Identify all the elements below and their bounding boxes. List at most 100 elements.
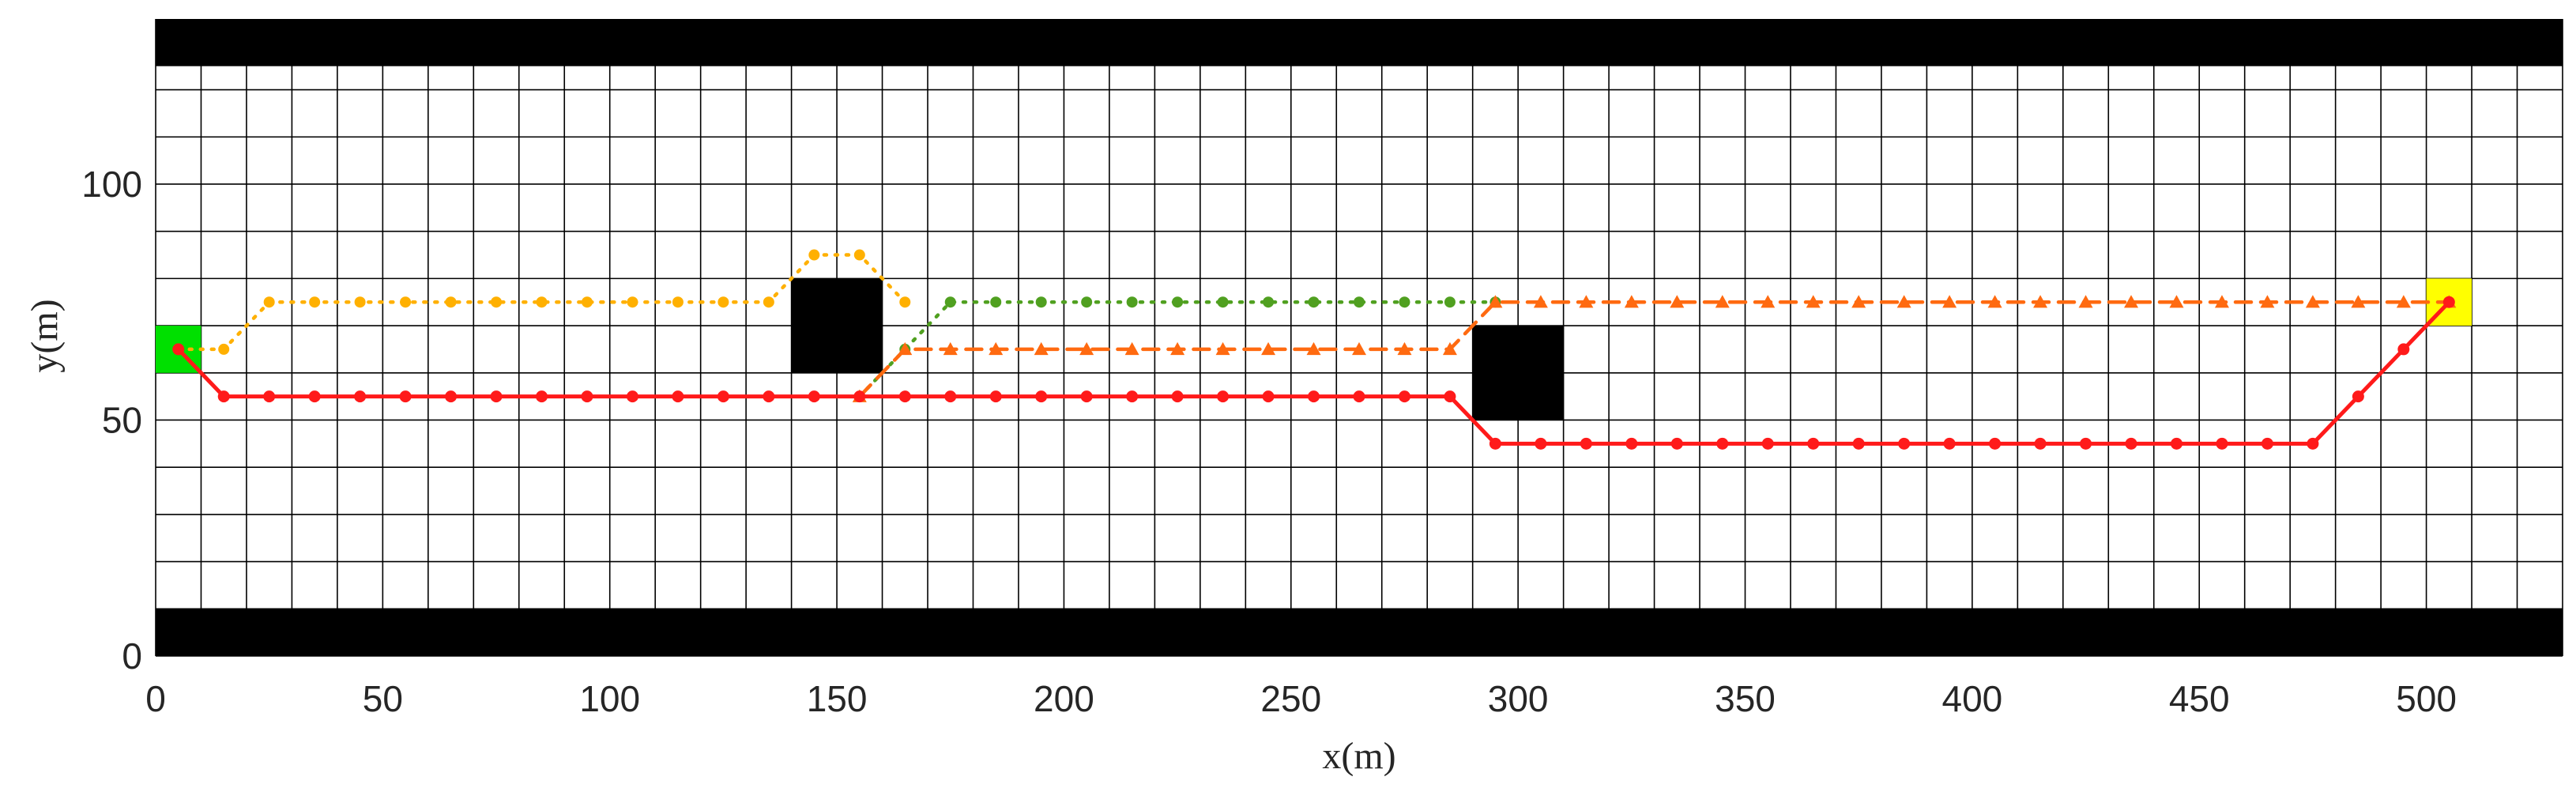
data-point xyxy=(2351,295,2366,308)
data-point xyxy=(1126,390,1139,403)
data-point xyxy=(1624,295,1639,308)
data-point xyxy=(1215,341,1230,356)
y-tick-label: 100 xyxy=(81,164,142,205)
data-point xyxy=(1580,437,1592,450)
data-point xyxy=(1898,437,1911,450)
data-point xyxy=(2352,390,2364,403)
data-point xyxy=(899,296,911,308)
data-point xyxy=(1444,390,1456,403)
data-point xyxy=(898,341,913,356)
boundary-wall xyxy=(156,19,2563,66)
data-point xyxy=(2260,295,2275,308)
data-point xyxy=(989,390,1002,403)
data-point xyxy=(400,296,412,308)
data-point xyxy=(1896,295,1911,308)
data-point xyxy=(1035,296,1047,308)
data-point xyxy=(989,341,1004,356)
data-point xyxy=(1625,437,1638,450)
data-point xyxy=(808,249,820,261)
data-point xyxy=(943,341,958,356)
data-point xyxy=(1352,341,1366,356)
x-tick-label: 450 xyxy=(2169,678,2230,719)
data-point xyxy=(853,249,865,261)
x-axis-label: x(m) xyxy=(1322,735,1395,777)
data-point xyxy=(1989,437,2002,450)
data-point xyxy=(1442,341,1457,356)
data-point xyxy=(990,296,1002,308)
tick-labels: 0 50 100 150 200 250 300 350 400 450 500 0 50 100 xyxy=(81,164,2457,719)
data-point xyxy=(536,296,548,308)
data-point xyxy=(217,390,230,403)
x-tick-label: 100 xyxy=(579,678,640,719)
obstacle xyxy=(791,278,883,373)
data-point xyxy=(354,390,367,403)
data-point xyxy=(2169,295,2184,308)
data-point xyxy=(308,390,321,403)
x-tick-label: 200 xyxy=(1034,678,1094,719)
data-point xyxy=(1035,390,1048,403)
data-point xyxy=(1715,295,1730,308)
data-point xyxy=(626,390,638,403)
data-point xyxy=(1489,437,1501,450)
data-point xyxy=(491,296,503,308)
data-point xyxy=(1535,437,1547,450)
data-point xyxy=(1670,295,1685,308)
x-tick-label: 350 xyxy=(1715,678,1776,719)
data-point xyxy=(1806,295,1821,308)
data-point xyxy=(1171,390,1184,403)
data-point xyxy=(263,296,275,308)
data-point xyxy=(1488,295,1503,308)
data-point xyxy=(1987,295,2002,308)
y-axis-label: y(m) xyxy=(24,299,66,372)
data-point xyxy=(1080,390,1093,403)
x-tick-label: 400 xyxy=(1941,678,2002,719)
data-point xyxy=(1034,341,1049,356)
x-tick-label: 0 xyxy=(145,678,166,719)
data-point xyxy=(2033,295,2048,308)
data-point xyxy=(944,296,956,308)
data-point xyxy=(763,296,774,308)
series-3 xyxy=(172,296,2455,450)
data-point xyxy=(1397,341,1412,356)
series-line xyxy=(857,300,2451,398)
regions xyxy=(156,19,2563,656)
data-point xyxy=(1444,296,1456,308)
series-2 xyxy=(852,295,2457,402)
y-tick-label: 0 xyxy=(122,635,142,677)
data-point xyxy=(536,390,548,403)
x-tick-label: 500 xyxy=(2396,678,2457,719)
data-point xyxy=(445,296,457,308)
data-point xyxy=(581,390,593,403)
data-point xyxy=(2396,295,2411,308)
data-point xyxy=(898,390,911,403)
data-point xyxy=(263,390,276,403)
data-point xyxy=(1124,341,1139,356)
data-point xyxy=(2034,437,2047,450)
data-point xyxy=(672,390,684,403)
data-point xyxy=(1807,437,1820,450)
data-point xyxy=(1308,296,1320,308)
data-point xyxy=(2170,437,2182,450)
data-point xyxy=(1217,296,1229,308)
data-point xyxy=(627,296,638,308)
data-point xyxy=(1533,295,1548,308)
data-point xyxy=(944,390,957,403)
data-point xyxy=(1761,295,1776,308)
boundary-wall xyxy=(156,609,2563,656)
data-point xyxy=(309,296,321,308)
data-point xyxy=(2305,295,2320,308)
x-tick-label: 50 xyxy=(363,678,403,719)
data-point xyxy=(490,390,503,403)
data-point xyxy=(672,296,684,308)
data-point xyxy=(2214,295,2229,308)
data-point xyxy=(2397,343,2410,356)
data-point xyxy=(1263,296,1275,308)
data-point xyxy=(218,343,230,355)
data-point xyxy=(1851,295,1866,308)
data-point xyxy=(1943,437,1956,450)
data-point xyxy=(1306,341,1321,356)
data-point xyxy=(1126,296,1138,308)
data-point xyxy=(1172,296,1184,308)
data-point xyxy=(1353,390,1365,403)
